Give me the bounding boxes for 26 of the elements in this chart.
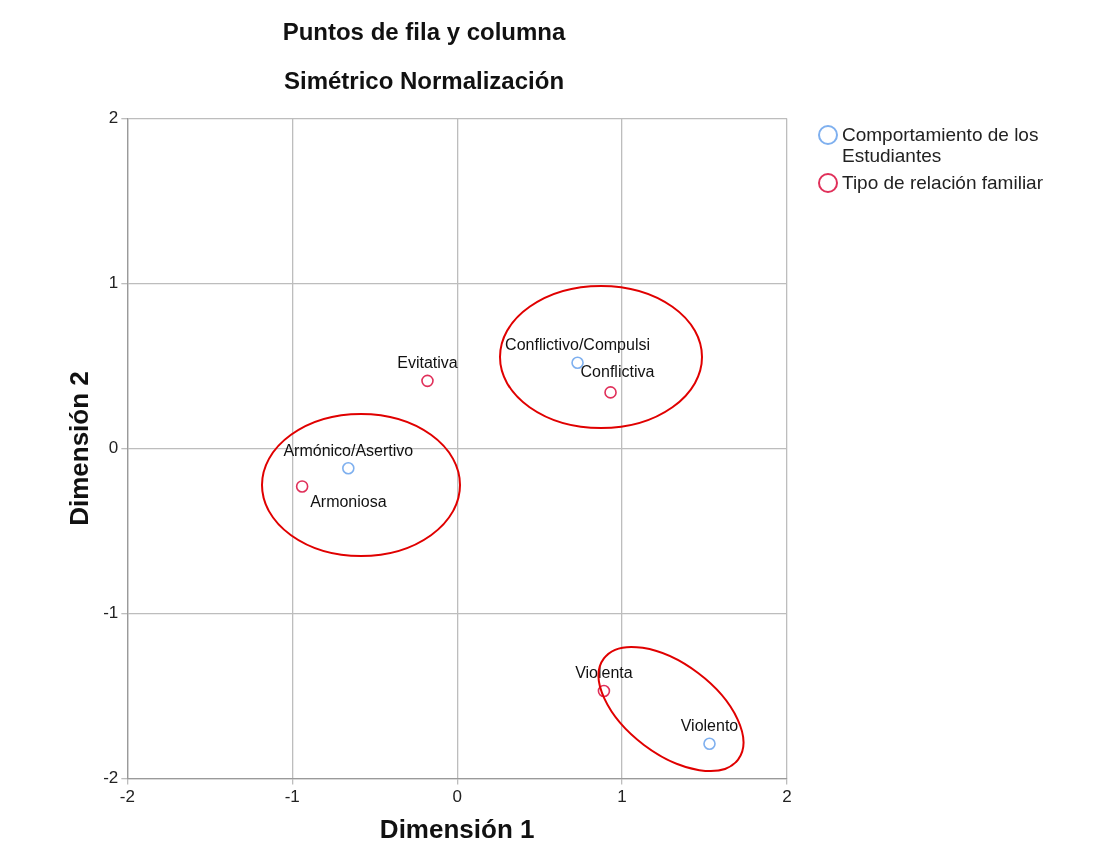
x-tick-label: 1	[617, 787, 627, 807]
chart-title: Puntos de fila y columna	[282, 18, 567, 46]
annotation: Conflictiva	[580, 362, 655, 380]
x-axis-title: Dimensión 1	[379, 813, 535, 844]
point	[342, 461, 355, 475]
x-tick-label: -1	[284, 787, 300, 807]
legend-label: Tipo de relación familiar	[842, 172, 1043, 193]
y-axis-title: Dimensión 2	[63, 371, 94, 526]
annotation: Armoniosa	[310, 492, 387, 510]
y-tick-label: 1	[108, 273, 119, 293]
y-tick-label: 2	[108, 108, 119, 128]
point	[421, 374, 434, 388]
annotation: Evitativa	[397, 354, 458, 372]
annotation: Conflictivo/Compulsi	[505, 336, 651, 354]
legend-label: Comportamiento de los Estudiantes	[842, 124, 1040, 166]
y-tick-label: -1	[103, 603, 119, 623]
x-tick-label: 2	[782, 787, 792, 807]
chart-subtitle: Simétrico Normalización	[283, 66, 565, 94]
annotation: Armónico/Asertivo	[283, 441, 414, 459]
point	[604, 386, 617, 399]
y-tick-label: 0	[108, 438, 119, 458]
x-tick-label: 0	[452, 787, 462, 807]
y-tick-label: -2	[103, 768, 119, 788]
point	[703, 737, 716, 751]
point	[295, 480, 309, 493]
annotation: Violento	[680, 717, 739, 735]
